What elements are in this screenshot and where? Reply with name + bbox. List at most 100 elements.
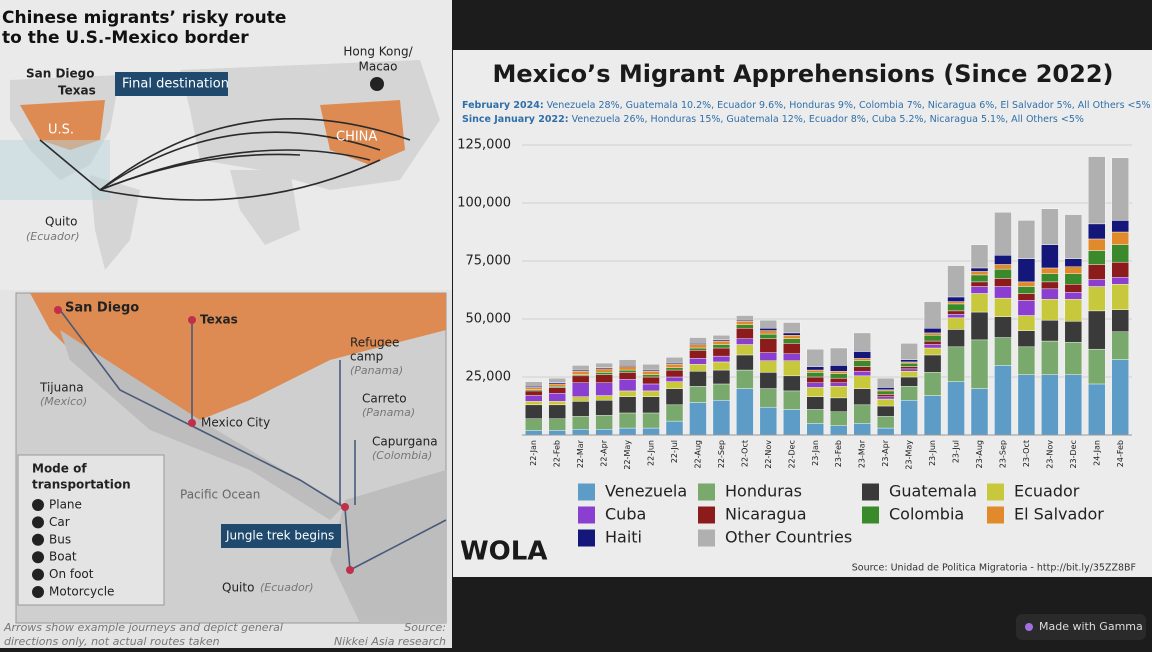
x-tick-label: 22-Dec — [787, 440, 796, 469]
chart-title: Mexico’s Migrant Apprehensions (Since 20… — [493, 60, 1114, 88]
bar-segment — [1064, 273, 1083, 285]
bar-segment — [525, 430, 543, 436]
bar-segment — [1041, 299, 1059, 321]
bar-segment — [830, 371, 848, 374]
gamma-icon — [1025, 623, 1033, 631]
bar-segment — [1111, 359, 1129, 436]
bar-segment — [642, 376, 660, 385]
legend-swatch — [987, 483, 1004, 501]
bar-segment — [1017, 293, 1036, 301]
x-tick-label: 22-Apr — [600, 439, 609, 466]
map-source: Nikkei Asia research — [334, 635, 446, 648]
bar-segment — [1041, 273, 1059, 283]
callout-box — [115, 72, 228, 96]
bar-segment — [1111, 244, 1129, 263]
bar-segment — [970, 311, 989, 341]
subtitle: Since January 2022: Venezuela 26%, Hondu… — [462, 114, 1084, 125]
inset-place: Carreto — [362, 392, 407, 406]
inset-place: camp — [350, 350, 383, 364]
legend-swatch — [698, 529, 715, 547]
land-us — [20, 100, 105, 150]
bar-segment — [689, 358, 707, 365]
bar-segment — [876, 390, 895, 395]
bar-segment — [806, 366, 824, 371]
x-tick-label: 23-Mar — [858, 439, 867, 468]
bar-segment — [853, 371, 871, 377]
bar-segment — [806, 387, 824, 397]
bar-segment — [595, 415, 613, 430]
bar-segment — [830, 365, 848, 372]
x-tick-label: 22-Nov — [764, 440, 773, 469]
bar-segment — [806, 348, 824, 367]
x-tick-label: 22-Sep — [717, 440, 726, 468]
bar-segment — [783, 332, 801, 336]
x-tick-label: 23-Feb — [834, 440, 843, 467]
legend-label: Nicaragua — [725, 505, 807, 524]
subtitle-text: Venezuela 28%, Guatemala 10.2%, Ecuador … — [547, 100, 1151, 111]
bar-segment — [665, 381, 684, 389]
bar-segment — [595, 382, 613, 396]
bar-segment — [853, 351, 871, 359]
bar-segment — [1111, 331, 1129, 360]
bar-segment — [1088, 223, 1106, 240]
gamma-badge[interactable] — [1016, 614, 1146, 640]
bar-segment — [595, 400, 613, 416]
bar-segment — [994, 365, 1012, 436]
inset-place: (Panama) — [362, 406, 415, 419]
bar-segment — [1041, 374, 1059, 436]
bar-segment — [947, 303, 965, 312]
bar-segment — [947, 314, 965, 319]
mode-label: On foot — [49, 567, 94, 581]
bar-segment — [1064, 342, 1083, 375]
bar-segment — [947, 329, 965, 348]
subtitle-text: Venezuela 26%, Honduras 15%, Guatemala 1… — [572, 114, 1084, 125]
bar-segment — [900, 386, 918, 401]
bar-segment — [1041, 340, 1059, 375]
legend-label: Colombia — [889, 505, 964, 524]
bar-segment — [994, 297, 1012, 317]
inset-place: Texas — [200, 313, 238, 327]
bar-segment — [736, 338, 754, 345]
bar-segment — [1064, 374, 1083, 436]
bar-segment — [806, 372, 824, 378]
bar-segment — [525, 390, 543, 396]
bar-segment — [923, 340, 942, 345]
bar-segment — [1017, 281, 1036, 287]
bar-segment — [1111, 157, 1129, 221]
bar-segment — [1041, 208, 1059, 245]
bar-segment — [736, 328, 754, 339]
bar-segment — [1111, 261, 1129, 278]
bar-segment — [548, 404, 566, 419]
bar-segment — [525, 387, 543, 390]
bar-segment — [830, 397, 848, 413]
bar-segment — [994, 268, 1012, 279]
subtitle-lead: Since January 2022: — [462, 114, 569, 125]
bar-segment — [970, 293, 989, 313]
legend-label: Honduras — [725, 482, 802, 501]
legend-title: Mode of — [32, 462, 87, 476]
bar-segment — [900, 376, 918, 387]
region-label: CHINA — [336, 130, 377, 145]
x-tick-label: 23-Nov — [1045, 440, 1054, 469]
bar-segment — [900, 371, 918, 378]
bar-segment — [571, 375, 590, 383]
bar-segment — [1017, 220, 1036, 259]
legend-label: Cuba — [605, 505, 646, 524]
mode-icon — [32, 551, 44, 564]
bar-segment — [689, 402, 707, 436]
bar-segment — [736, 388, 754, 436]
inset-routes — [59, 309, 447, 571]
x-tick-label: 23-Apr — [881, 439, 890, 466]
bar-segment — [642, 374, 660, 378]
x-tick-label: 23-Jul — [952, 440, 961, 463]
stop-dot — [188, 419, 196, 427]
stop-dot — [346, 566, 354, 574]
bar-segment — [783, 390, 801, 410]
bar-segment — [970, 388, 989, 436]
gamma-text[interactable]: Made with Gamma — [1039, 620, 1143, 633]
bar-segment — [618, 379, 637, 392]
callout-text: Final destination — [122, 77, 229, 92]
legend-swatch — [987, 506, 1004, 524]
bar-segment — [900, 368, 918, 372]
